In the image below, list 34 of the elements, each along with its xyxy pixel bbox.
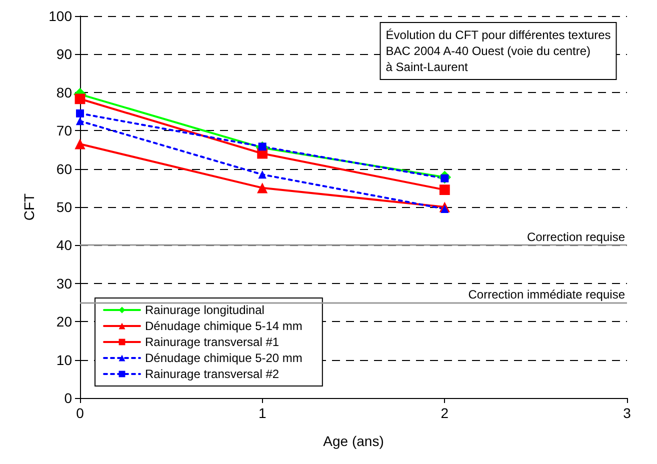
y-tick-label: 60 — [56, 160, 72, 177]
ref-line-label: Correction requise — [526, 230, 626, 244]
y-tick-label: 90 — [56, 46, 72, 62]
legend-label: Rainurage transversal #2 — [145, 367, 280, 381]
y-tick-label: 20 — [56, 314, 72, 330]
y-tick-label: 40 — [56, 237, 72, 254]
point — [76, 109, 84, 118]
legend-label: Rainurage longitudinal — [145, 303, 264, 317]
y-tick-label: 100 — [48, 8, 72, 24]
legend-label: Rainurage transversal #1 — [145, 335, 280, 349]
x-tick-label: 0 — [76, 405, 84, 421]
y-tick-label: 80 — [56, 84, 72, 100]
y-tick-label: 10 — [56, 352, 72, 368]
point — [440, 204, 449, 214]
point — [439, 184, 450, 196]
point — [76, 116, 84, 126]
y-axis-title: CFT — [21, 192, 37, 221]
point — [257, 182, 268, 194]
point — [258, 170, 266, 179]
x-tick-label: 1 — [258, 405, 266, 421]
text: Évolution du CFT pour différentes textures BAC 2004 A-40 Ouest (voie du centre) à Saint-Laurent — [386, 28, 611, 74]
legend-label: Dénudage chimique 5-14 mm — [145, 319, 302, 333]
legend-label: Dénudage chimique 5-20 mm — [145, 351, 302, 365]
x-axis-title: Age (ans) — [323, 433, 384, 449]
y-tick-label: 0 — [64, 390, 72, 406]
x-tick-label: 2 — [440, 405, 449, 421]
ref-line-label: Correction immédiate requise — [468, 288, 626, 302]
point — [74, 138, 86, 150]
y-tick-label: 50 — [56, 199, 72, 215]
point — [258, 142, 266, 151]
point — [74, 94, 86, 104]
y-tick-label: 70 — [56, 122, 72, 139]
x-tick-label: 3 — [623, 405, 632, 421]
y-tick-label: 30 — [56, 275, 72, 292]
